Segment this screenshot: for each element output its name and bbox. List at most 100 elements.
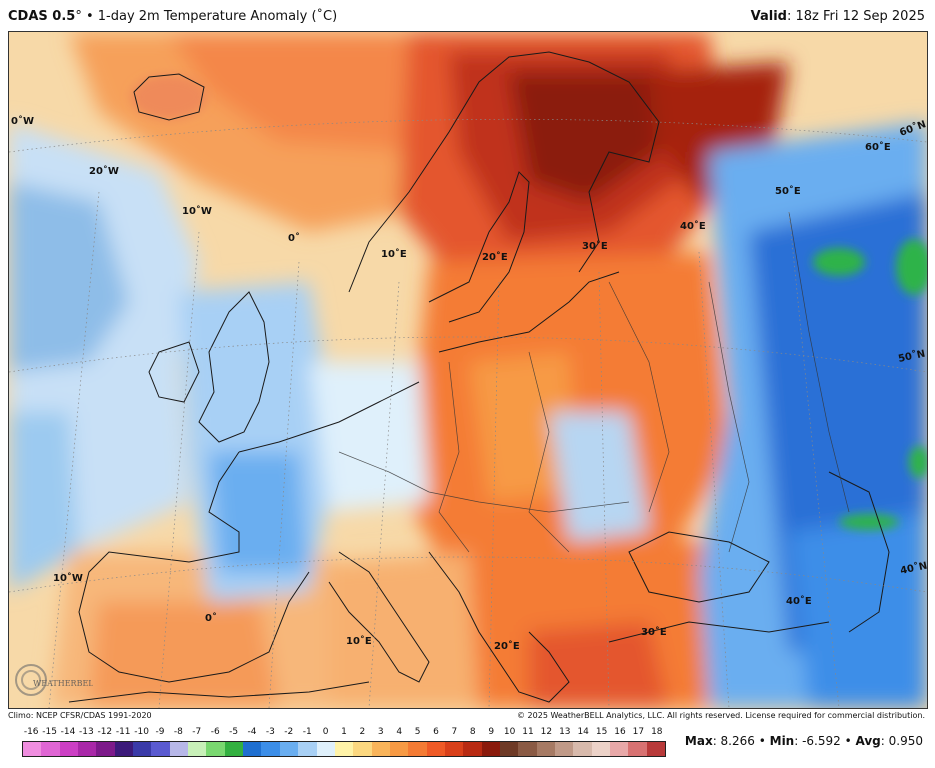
label-40e-north: 40˚E	[680, 220, 706, 232]
label-30e-north: 30˚E	[582, 240, 608, 252]
colorbar-swatch	[334, 742, 354, 756]
colorbar-label: -13	[79, 727, 94, 737]
colorbar-swatch	[23, 742, 42, 756]
colorbar-swatch	[261, 742, 280, 756]
colorbar-swatch	[78, 742, 97, 756]
max-label: Max	[684, 734, 713, 748]
label-20w: 20˚W	[89, 165, 119, 177]
colorbar-swatch	[371, 742, 390, 756]
colorbar-label: -7	[192, 727, 202, 737]
colorbar-label: -3	[265, 727, 275, 737]
product-name: 1-day 2m Temperature Anomaly (˚C)	[97, 9, 338, 24]
colorbar-swatch	[408, 742, 427, 756]
stats: Max: 8.266 • Min: -6.592 • Avg: 0.950	[685, 734, 923, 748]
colorbar-swatch	[389, 742, 409, 756]
colorbar-swatch	[316, 742, 335, 756]
anomaly-field	[9, 32, 927, 708]
label-0w-top: 0˚W	[11, 115, 34, 127]
colorbar-swatch	[59, 742, 79, 756]
climo-credit: Climo: NCEP CFSR/CDAS 1991-2020	[8, 711, 152, 720]
valid-value: : 18z Fri 12 Sep 2025	[786, 9, 925, 24]
copyright-credit: © 2025 WeatherBELL Analytics, LLC. All r…	[517, 711, 925, 720]
colorbar-swatches	[22, 741, 666, 757]
label-10e-north: 10˚E	[381, 248, 407, 260]
colorbar-swatch	[646, 742, 666, 756]
colorbar: -16 -15 -14 -13 -12 -11 -10 -9 -8 -7 -6 -5 -4 -3 -2 -1 0…	[22, 727, 666, 757]
colorbar-swatch	[206, 742, 225, 756]
colorbar-label: 1	[341, 727, 347, 737]
colorbar-swatch	[518, 742, 537, 756]
colorbar-swatch	[463, 742, 482, 756]
colorbar-swatch	[353, 742, 372, 756]
colorbar-swatch	[151, 742, 170, 756]
colorbar-label: 14	[577, 727, 589, 737]
colorbar-swatch	[536, 742, 555, 756]
colorbar-swatch	[610, 742, 629, 756]
label-20e-north: 20˚E	[482, 251, 508, 263]
avg-value: : 0.950	[880, 734, 923, 748]
colorbar-label: -16	[23, 727, 39, 737]
min-value: : -6.592 •	[794, 734, 852, 748]
anomaly-map: 0˚W 20˚W 10˚W 0˚ 10˚E 20˚E 30˚E 40˚E 50˚…	[9, 32, 927, 708]
green-patches	[813, 239, 927, 530]
borders	[338, 211, 850, 553]
avg-label: Avg	[855, 734, 881, 748]
colorbar-label: 12	[540, 727, 553, 737]
label-10w-south: 10˚W	[53, 572, 83, 584]
label-10w: 10˚W	[182, 205, 212, 217]
colorbar-swatch	[41, 742, 60, 756]
colorbar-swatch	[591, 742, 610, 756]
colorbar-swatch	[444, 742, 464, 756]
colorbar-label: -14	[60, 727, 76, 737]
label-40e-south: 40˚E	[786, 595, 812, 607]
label-10e-south: 10˚E	[346, 635, 372, 647]
title-separator: •	[85, 9, 94, 24]
colorbar-label: -10	[134, 727, 149, 737]
colorbar-label: -15	[42, 727, 57, 737]
valid-time: Valid: 18z Fri 12 Sep 2025	[751, 9, 925, 24]
colorbar-label: -1	[302, 727, 312, 737]
label-0-south: 0˚	[205, 612, 217, 624]
label-20e-south: 20˚E	[494, 640, 520, 652]
label-50e: 50˚E	[775, 185, 801, 197]
weatherbell-logo: WEATHERBELL	[15, 664, 93, 696]
colorbar-label: -2	[284, 727, 294, 737]
colorbar-swatch	[169, 742, 189, 756]
colorbar-label: -12	[97, 727, 113, 737]
colorbar-swatch	[554, 742, 574, 756]
colorbar-label: 7	[451, 727, 458, 737]
colorbar-label: 0	[322, 727, 329, 737]
colorbar-swatch	[114, 742, 134, 756]
label-30e-south: 30˚E	[641, 626, 667, 638]
coastlines	[68, 51, 890, 703]
colorbar-label: 16	[614, 727, 626, 737]
map-title: CDAS 0.5° • 1-day 2m Temperature Anomaly…	[8, 9, 337, 24]
model-name: CDAS 0.5	[8, 9, 76, 24]
colorbar-label: 11	[522, 727, 534, 737]
colorbar-swatch	[96, 742, 115, 756]
colorbar-label: 4	[396, 727, 403, 737]
colorbar-label: 2	[359, 727, 366, 737]
min-label: Min	[769, 734, 795, 748]
colorbar-label: 18	[651, 727, 663, 737]
colorbar-label: 10	[503, 727, 516, 737]
colorbar-label: 13	[559, 727, 571, 737]
colorbar-label: -4	[247, 727, 257, 737]
colorbar-swatch	[133, 742, 152, 756]
colorbar-swatch	[481, 742, 500, 756]
colorbar-swatch	[573, 742, 592, 756]
max-value: : 8.266 •	[712, 734, 766, 748]
label-0: 0˚	[288, 232, 300, 244]
colorbar-label: -5	[229, 727, 239, 737]
label-60e: 60˚E	[865, 141, 891, 153]
colorbar-label: 17	[632, 727, 645, 737]
graticule	[9, 118, 927, 708]
colorbar-swatch	[188, 742, 207, 756]
colorbar-swatch	[426, 742, 445, 756]
colorbar-swatch	[243, 742, 262, 756]
map-area: 0˚W 20˚W 10˚W 0˚ 10˚E 20˚E 30˚E 40˚E 50˚…	[8, 31, 928, 709]
model-degree: °	[75, 9, 82, 24]
label-40n: 40˚N	[899, 560, 927, 577]
colorbar-swatch	[279, 742, 299, 756]
colorbar-label: 3	[377, 727, 384, 737]
